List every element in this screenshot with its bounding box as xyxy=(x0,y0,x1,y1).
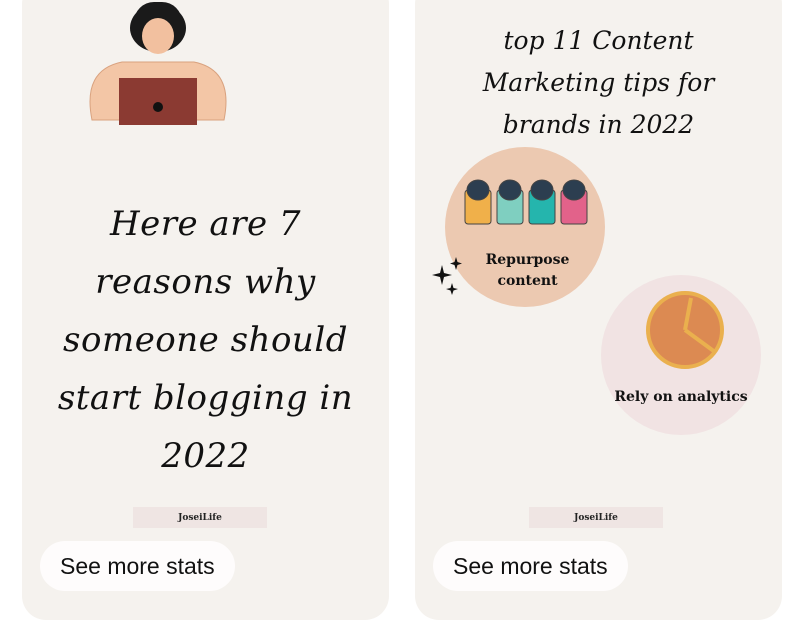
pin-card-blogging[interactable]: Here are 7 reasons why someone should st… xyxy=(22,0,389,620)
analytics-label: Rely on analytics xyxy=(614,389,748,405)
brand-label: JoseiLife xyxy=(133,507,267,528)
recycle-bins-icon xyxy=(464,179,588,225)
sparkles-icon xyxy=(432,257,462,295)
pin-card-content-marketing[interactable]: top 11 Content Marketing tips for brands… xyxy=(415,0,782,620)
see-more-stats-button[interactable]: See more stats xyxy=(433,541,628,591)
pie-chart-icon xyxy=(646,291,724,369)
pin-title: top 11 Content Marketing tips for brands… xyxy=(482,26,715,139)
pin-title: Here are 7 reasons why someone should st… xyxy=(57,204,354,476)
brand-label: JoseiLife xyxy=(529,507,663,528)
repurpose-circle xyxy=(445,147,605,307)
repurpose-label: Repurpose content xyxy=(485,252,570,289)
see-more-stats-button[interactable]: See more stats xyxy=(40,541,235,591)
woman-laptop-illustration xyxy=(89,2,227,125)
